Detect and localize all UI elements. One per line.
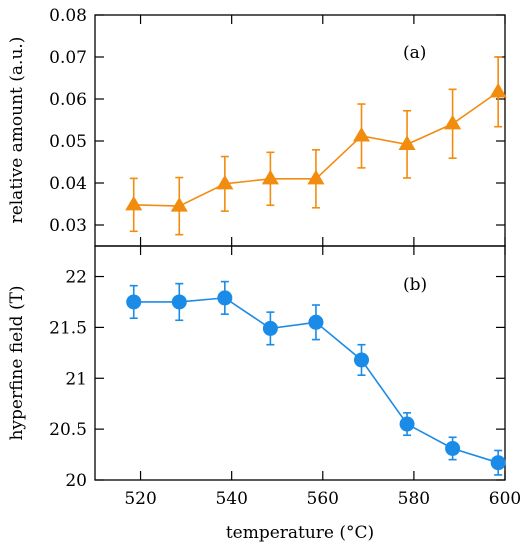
data-point-triangle [307, 169, 325, 185]
data-point-triangle [444, 114, 462, 130]
data-point-circle [171, 294, 187, 310]
y-tick-label-b: 22 [65, 268, 87, 288]
y-tick-label-a: 0.05 [49, 132, 87, 152]
panel-a: 0.03 0.04 0.05 0.06 0.07 0.08 (a) relative am… [7, 6, 507, 247]
x-ticks-b: 520 540 560 580 600 [124, 246, 521, 509]
y-tick-label-b: 20 [65, 471, 87, 491]
data-point-triangle [125, 195, 143, 211]
y-tick-label-a: 0.07 [49, 48, 87, 68]
y-tick-label-a: 0.03 [49, 216, 87, 236]
x-axis-title: temperature (°C) [226, 523, 374, 543]
data-point-triangle [216, 174, 234, 190]
data-point-circle [217, 290, 233, 306]
x-tick-label: 600 [489, 489, 521, 509]
y-axis-title-b: hyperfine field (T) [7, 285, 27, 440]
data-point-circle [308, 314, 324, 330]
plot-frame-a [94, 14, 506, 247]
data-point-triangle [352, 126, 371, 142]
markers-b [126, 290, 506, 471]
data-point-circle [490, 455, 506, 471]
data-point-circle [354, 352, 369, 368]
data-point-triangle [170, 197, 188, 212]
y-ticks-a: 0.03 0.04 0.05 0.06 0.07 0.08 [49, 6, 505, 236]
y-tick-label-b: 20.5 [49, 420, 87, 440]
data-point-circle [262, 320, 278, 336]
panel-label-b: (b) [403, 275, 427, 295]
data-point-circle [126, 294, 142, 310]
data-point-triangle [489, 82, 507, 98]
y-tick-label-b: 21.5 [49, 318, 87, 338]
panel-b: 20 20.5 21 21.5 22 520 540 560 580 600 (b) hyper… [7, 245, 521, 543]
panel-label-a: (a) [403, 43, 426, 63]
x-tick-label: 560 [307, 489, 339, 509]
plot-frame-b [94, 245, 506, 481]
y-ticks-b: 20 20.5 21 21.5 22 [49, 268, 505, 491]
data-point-circle [445, 440, 461, 456]
y-tick-label-a: 0.06 [49, 90, 87, 110]
x-tick-label: 580 [398, 489, 430, 509]
data-point-triangle [398, 135, 416, 150]
x-tick-label: 540 [215, 489, 247, 509]
y-tick-label-a: 0.04 [49, 174, 87, 194]
y-tick-label-a: 0.08 [49, 6, 87, 26]
x-ticks-a [139, 15, 506, 246]
y-tick-label-b: 21 [65, 369, 87, 389]
y-axis-title-a: relative amount (a.u.) [7, 37, 27, 224]
data-point-circle [399, 416, 415, 432]
markers-a [125, 82, 507, 212]
x-tick-label: 520 [124, 489, 156, 509]
data-point-triangle [261, 169, 279, 185]
